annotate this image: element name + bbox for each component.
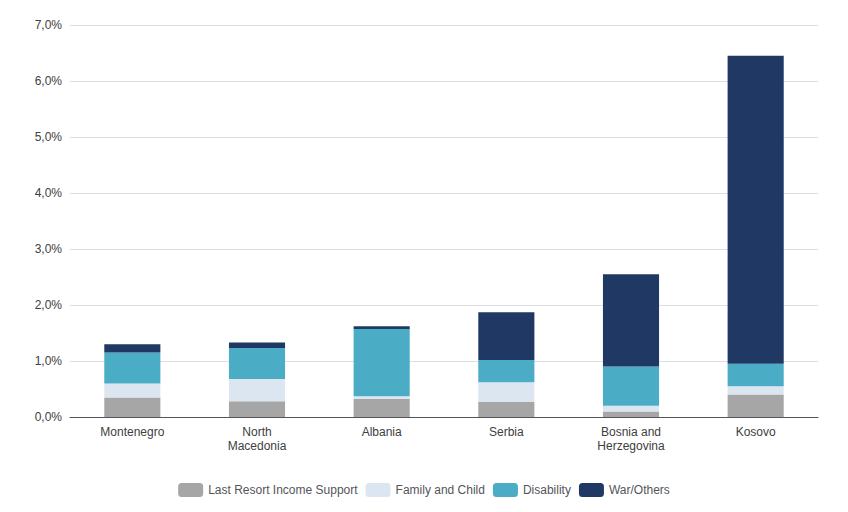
svg-text:Family and Child: Family and Child [396, 483, 485, 497]
svg-text:6,0%: 6,0% [35, 74, 63, 88]
svg-text:3,0%: 3,0% [35, 242, 63, 256]
svg-text:7,0%: 7,0% [35, 18, 63, 32]
svg-text:Herzegovina: Herzegovina [597, 439, 665, 453]
svg-text:Albania: Albania [362, 425, 402, 439]
svg-text:Kosovo: Kosovo [736, 425, 776, 439]
svg-text:Disability: Disability [523, 483, 571, 497]
svg-text:Bosnia and: Bosnia and [601, 425, 661, 439]
svg-text:North: North [242, 425, 271, 439]
svg-text:1,0%: 1,0% [35, 354, 63, 368]
svg-text:War/Others: War/Others [609, 483, 670, 497]
svg-text:0,0%: 0,0% [35, 410, 63, 424]
svg-text:Macedonia: Macedonia [228, 439, 287, 453]
svg-text:Last Resort Income Support: Last Resort Income Support [208, 483, 358, 497]
svg-text:2,0%: 2,0% [35, 298, 63, 312]
svg-text:Montenegro: Montenegro [100, 425, 164, 439]
svg-text:5,0%: 5,0% [35, 130, 63, 144]
svg-text:Serbia: Serbia [489, 425, 524, 439]
svg-text:4,0%: 4,0% [35, 186, 63, 200]
